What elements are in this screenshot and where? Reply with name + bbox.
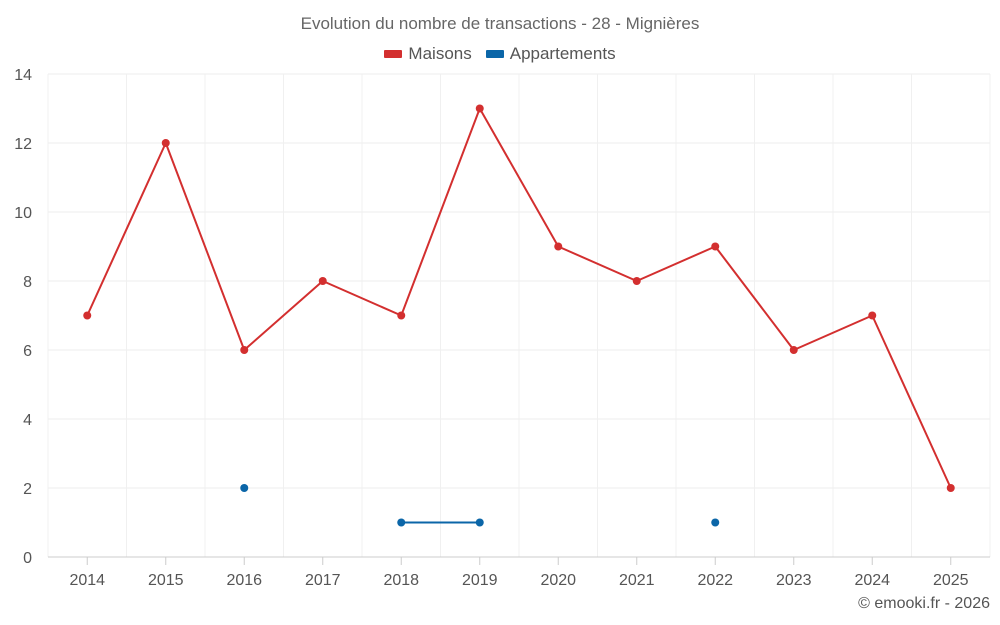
data-point-maisons: [868, 311, 877, 320]
credit-text: © emooki.fr - 2026: [858, 595, 990, 612]
y-tick-label: 0: [23, 550, 32, 567]
data-point-maisons: [554, 242, 563, 251]
data-point-maisons: [946, 484, 955, 492]
data-point-maisons: [318, 277, 327, 285]
legend-item-maisons[interactable]: Maisons: [384, 44, 472, 64]
data-point-maisons: [83, 311, 92, 320]
y-tick-label: 8: [23, 274, 32, 291]
x-tick-label: 2014: [69, 572, 105, 589]
x-tick-label: 2024: [854, 572, 890, 589]
data-point-maisons: [632, 277, 641, 285]
data-point-maisons: [475, 104, 484, 113]
data-point-maisons: [789, 346, 798, 354]
x-tick-label: 2017: [305, 572, 341, 589]
x-tick-label: 2022: [697, 572, 733, 589]
chart-title: Evolution du nombre de transactions - 28…: [300, 14, 700, 33]
series-line-maisons: [86, 107, 952, 489]
x-tick-label: 2020: [540, 572, 576, 589]
data-point-appartements: [240, 484, 249, 492]
legend-swatch-maisons: [384, 50, 403, 58]
x-tick-label: 2018: [383, 572, 419, 589]
data-point-maisons: [240, 346, 249, 354]
y-tick-label: 14: [14, 67, 32, 84]
y-tick-label: 12: [14, 136, 32, 153]
chart-legend: Maisons Appartements: [0, 44, 1000, 64]
legend-item-appartements[interactable]: Appartements: [485, 44, 616, 64]
x-tick-label: 2015: [148, 572, 184, 589]
data-point-maisons: [711, 242, 720, 251]
legend-label-maisons: Maisons: [408, 44, 472, 63]
y-tick-label: 4: [23, 412, 32, 429]
data-point-appartements: [475, 518, 484, 527]
x-tick-label: 2021: [619, 572, 655, 589]
y-tick-label: 10: [14, 205, 32, 222]
data-point-maisons: [161, 139, 170, 147]
x-tick-label: 2016: [226, 572, 262, 589]
y-tick-label: 2: [23, 481, 32, 498]
legend-label-appartements: Appartements: [509, 44, 616, 63]
x-tick-label: 2025: [933, 572, 969, 589]
x-tick-label: 2023: [776, 572, 812, 589]
data-point-appartements: [397, 518, 406, 527]
data-point-appartements: [711, 518, 720, 527]
data-point-maisons: [397, 311, 406, 320]
y-tick-label: 6: [23, 343, 32, 360]
x-tick-label: 2019: [462, 572, 498, 589]
legend-swatch-appartements: [485, 50, 504, 58]
